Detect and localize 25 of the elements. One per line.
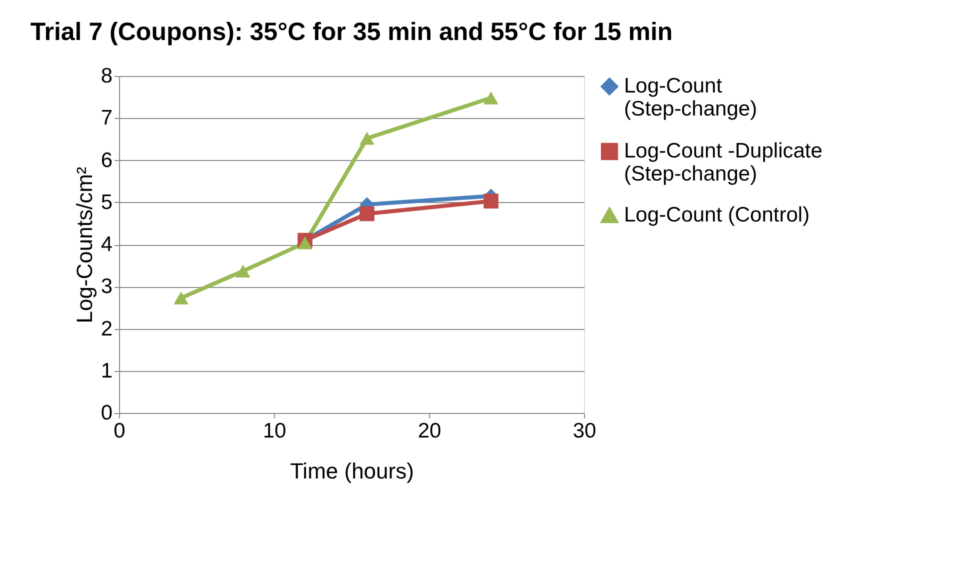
y-tick-label: 3 <box>100 275 112 298</box>
point <box>236 264 250 278</box>
y-tick-label: 2 <box>100 317 112 340</box>
chart-title: Trial 7 (Coupons): 35°C for 35 min and 55°C for 15 min <box>30 18 673 46</box>
legend-label: Log-Count (Step-change) <box>624 74 758 120</box>
point <box>298 236 312 250</box>
y-tick-label: 1 <box>100 359 112 382</box>
x-tick-label: 30 <box>572 420 596 442</box>
x-tick-label: 10 <box>262 420 286 442</box>
legend-label: Log-Count -Duplicate (Step-change) <box>624 140 822 186</box>
x-axis-title: Time (hours) <box>290 458 414 484</box>
legend-label: Log-Count (Control) <box>624 204 810 226</box>
point <box>360 132 374 145</box>
y-tick-label: 4 <box>100 233 113 256</box>
y-tick-label: 0 <box>100 402 112 424</box>
point <box>174 292 188 304</box>
y-tick-label: 8 <box>100 64 112 88</box>
point <box>484 194 498 209</box>
y-axis-title: Log-Counts/cm² <box>72 166 97 324</box>
point <box>484 91 498 104</box>
y-tick-label: 6 <box>100 148 112 172</box>
y-tick-label: 7 <box>100 106 112 130</box>
y-tick-label: 5 <box>100 190 112 214</box>
x-tick-label: 20 <box>418 420 442 442</box>
point <box>360 206 374 222</box>
